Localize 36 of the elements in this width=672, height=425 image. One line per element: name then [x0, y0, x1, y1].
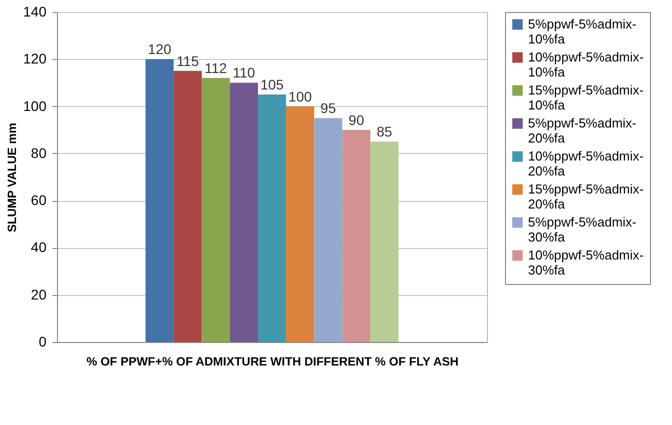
- y-tick-label: 60: [30, 192, 47, 208]
- data-label: 85: [376, 124, 392, 140]
- y-tick-label: 40: [30, 239, 47, 256]
- data-label: 100: [288, 88, 312, 104]
- data-label: 115: [176, 52, 200, 69]
- y-axis-title: SLUMP VALUE mm: [5, 122, 20, 232]
- bar: [258, 94, 286, 342]
- data-label: 120: [148, 41, 172, 58]
- data-label: 105: [260, 76, 284, 92]
- legend-label: 15%ppwf-5%admix-20%fa: [528, 182, 644, 212]
- data-label: 110: [232, 64, 256, 81]
- legend-label: 15%ppwf-5%admix-10%fa: [528, 82, 644, 112]
- data-label: 90: [348, 112, 364, 128]
- y-tick-label: 80: [30, 144, 47, 161]
- legend-label: 5%ppwf-5%admix-30%fa: [528, 214, 636, 244]
- y-tick-label: 140: [23, 4, 47, 20]
- x-axis-title: % OF PPWF+% OF ADMIXTURE WITH DIFFERENT % OF FLY ASH: [86, 354, 459, 368]
- legend-label: 5%ppwf-5%admix-10%fa: [528, 16, 636, 46]
- bar: [342, 130, 370, 342]
- data-label: 95: [320, 100, 336, 116]
- bar: [370, 142, 398, 342]
- bar: [286, 106, 314, 342]
- y-tick-label: 0: [38, 334, 47, 350]
- legend-label: 5%ppwf-5%admix-20%fa: [528, 116, 636, 146]
- legend-label: 10%ppwf-5%admix-10%fa: [528, 50, 644, 80]
- y-tick-label: 120: [23, 50, 47, 67]
- bar: [202, 78, 230, 342]
- bar: [314, 118, 342, 342]
- y-tick-label: 100: [23, 98, 47, 114]
- bar: [146, 59, 174, 342]
- data-label: 112: [204, 60, 228, 76]
- bar: [230, 82, 258, 342]
- legend-label: 10%ppwf-5%admix-30%fa: [528, 248, 644, 278]
- bar: [174, 70, 202, 342]
- y-tick-label: 20: [30, 286, 47, 302]
- legend-label: 10%ppwf-5%admix-20%fa: [528, 148, 644, 178]
